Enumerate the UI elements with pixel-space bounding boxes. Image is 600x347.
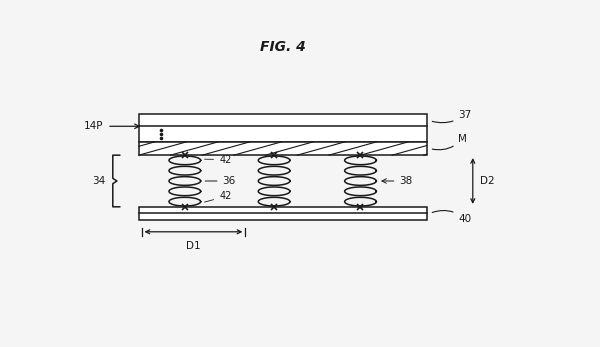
Bar <box>139 142 427 155</box>
Text: M: M <box>433 134 467 150</box>
Text: 36: 36 <box>205 176 236 186</box>
Text: 37: 37 <box>432 110 472 123</box>
Text: 40: 40 <box>432 211 472 224</box>
Text: 38: 38 <box>382 176 413 186</box>
Text: 42: 42 <box>205 192 232 202</box>
Text: 14P: 14P <box>83 121 103 131</box>
Bar <box>139 113 427 142</box>
Text: 34: 34 <box>92 176 106 186</box>
Text: 42: 42 <box>205 154 232 164</box>
Text: D1: D1 <box>186 241 201 251</box>
Text: FIG. 4: FIG. 4 <box>260 40 305 54</box>
Text: D2: D2 <box>480 176 494 186</box>
Bar <box>139 207 427 220</box>
